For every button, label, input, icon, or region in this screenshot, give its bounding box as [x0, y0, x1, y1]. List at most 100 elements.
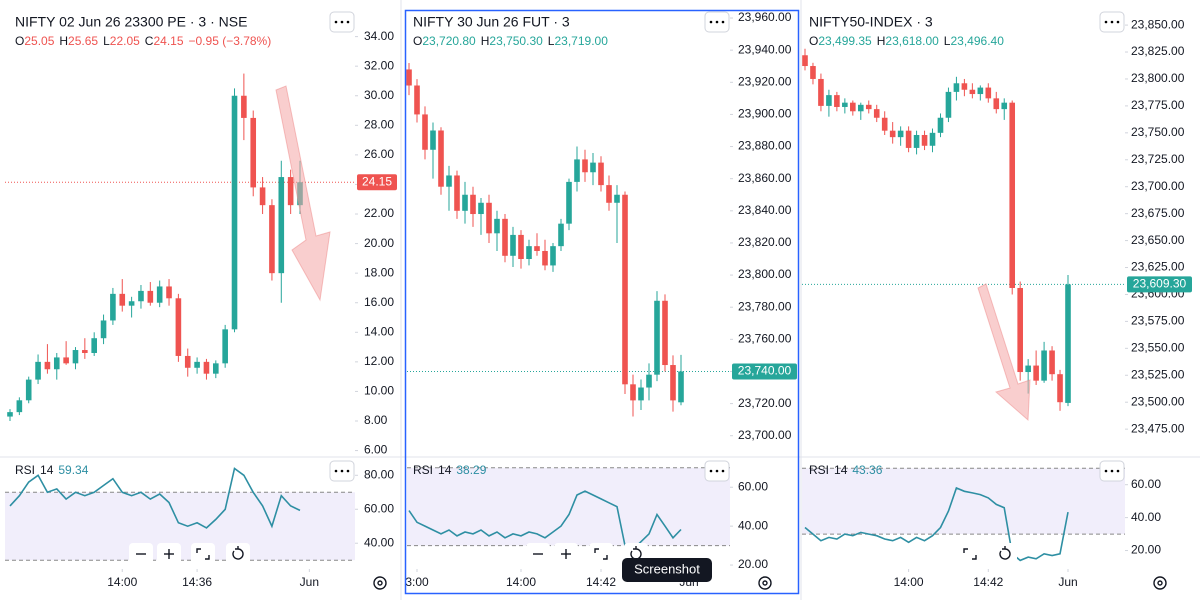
candle-body	[1009, 102, 1016, 288]
reset[interactable]	[226, 543, 250, 565]
y-tick-label: 23,780.00	[738, 299, 792, 313]
candle-body	[913, 134, 920, 148]
y-tick-label: 6.00	[364, 443, 388, 457]
x-tick-label: 14:36	[182, 575, 212, 589]
rsi-value: 59.34	[58, 463, 88, 477]
menu-button[interactable]	[1099, 11, 1125, 33]
tooltip-box	[622, 558, 712, 582]
candle-body	[865, 104, 872, 110]
fullscreen[interactable]	[958, 543, 982, 565]
rsi-value: 43.36	[852, 463, 882, 477]
y-tick-label: 12.00	[364, 354, 394, 368]
candle-body	[542, 250, 548, 266]
y-tick-label: 22.00	[364, 206, 394, 220]
candle-body	[203, 361, 210, 374]
y-tick-label: 18.00	[364, 265, 394, 279]
candle-body	[606, 185, 612, 203]
legend-key: H	[877, 34, 886, 48]
candle-body	[119, 293, 126, 306]
rsi-title: RSI	[15, 463, 35, 477]
candle-body	[905, 130, 912, 148]
candle-body	[670, 365, 676, 401]
zoom-out[interactable]	[526, 543, 550, 565]
legend-key: L	[944, 34, 951, 48]
drawn-arrow[interactable]	[977, 283, 1031, 422]
rsi-tick-label: 60.00	[1131, 477, 1161, 491]
rsi-line	[804, 486, 1069, 562]
candle-body	[222, 329, 228, 364]
candle-body	[231, 95, 238, 330]
legend-key: C	[145, 34, 154, 48]
settings[interactable]	[758, 576, 772, 590]
x-tick-label: 14:00	[107, 575, 137, 589]
legend-key: O	[809, 34, 818, 48]
candle-body	[16, 400, 23, 413]
x-tick-label: 14:00	[894, 575, 924, 589]
candle-body	[985, 87, 992, 99]
legend-key: L	[103, 34, 110, 48]
candle-body	[44, 361, 51, 370]
menu-button[interactable]	[329, 11, 355, 33]
candle-body	[1041, 350, 1047, 381]
candle-body	[166, 286, 172, 299]
settings[interactable]	[1153, 576, 1167, 590]
candle-body	[582, 159, 588, 173]
candle-body	[614, 194, 620, 203]
zoom-in[interactable]	[554, 543, 578, 565]
rsi-title: RSI	[413, 463, 433, 477]
x-tick-label: 14:42	[586, 575, 616, 589]
candle-body	[259, 187, 266, 206]
legend-key: O	[15, 34, 24, 48]
candle-body	[422, 114, 428, 150]
rsi-tick-label: 40.00	[364, 535, 394, 549]
active-pane-border	[404, 9, 800, 595]
last-price-label: 23,740.00	[738, 364, 792, 378]
candle-body	[534, 246, 540, 251]
y-tick-label: 23,700.00	[1131, 179, 1185, 193]
rsi-period: 14	[438, 463, 452, 477]
reset[interactable]	[993, 543, 1017, 565]
candle-body	[269, 205, 275, 274]
x-tick-label: 14:42	[973, 575, 1003, 589]
fullscreen[interactable]	[589, 543, 613, 565]
menu-button[interactable]	[704, 11, 730, 33]
menu-button[interactable]	[1099, 460, 1125, 482]
settings[interactable]	[373, 576, 387, 590]
candle-body	[184, 355, 191, 368]
menu-button[interactable]	[704, 460, 730, 482]
zoom-in[interactable]	[157, 543, 181, 565]
y-tick-label: 30.00	[364, 88, 394, 102]
last-price-badge	[732, 363, 797, 380]
rsi-tick-label: 40.00	[738, 518, 768, 532]
rsi-tick-label: 60.00	[364, 501, 394, 515]
candle-body	[598, 162, 604, 186]
candle-body	[194, 361, 200, 368]
y-tick-label: 23,840.00	[738, 203, 792, 217]
zoom-out[interactable]	[129, 543, 153, 565]
y-tick-label: 23,475.00	[1131, 421, 1185, 435]
legend-value: 23,499.35	[818, 34, 872, 48]
last-price-badge	[1127, 276, 1192, 293]
y-tick-label: 26.00	[364, 147, 394, 161]
candle-body	[110, 293, 116, 321]
y-tick-label: 23,880.00	[738, 139, 792, 153]
y-tick-label: 23,575.00	[1131, 314, 1185, 328]
legend-value: 25.05	[24, 34, 54, 48]
menu-button[interactable]	[329, 460, 355, 482]
candle-body	[1017, 287, 1023, 373]
x-tick-label: Jun	[1058, 575, 1077, 589]
drawn-arrow[interactable]	[275, 85, 331, 302]
candle-body	[850, 102, 856, 112]
x-tick-label: 3:00	[405, 575, 429, 589]
rsi-value: 38.29	[456, 463, 486, 477]
candle-body	[510, 234, 516, 256]
y-tick-label: 23,960.00	[738, 10, 792, 24]
y-tick-label: 23,750.00	[1131, 125, 1185, 139]
fullscreen[interactable]	[191, 543, 215, 565]
y-tick-label: 23,800.00	[1131, 71, 1185, 85]
candle-body	[502, 218, 508, 256]
candle-body	[486, 202, 492, 234]
candle-body	[550, 246, 556, 266]
y-tick-label: 23,825.00	[1131, 44, 1185, 58]
